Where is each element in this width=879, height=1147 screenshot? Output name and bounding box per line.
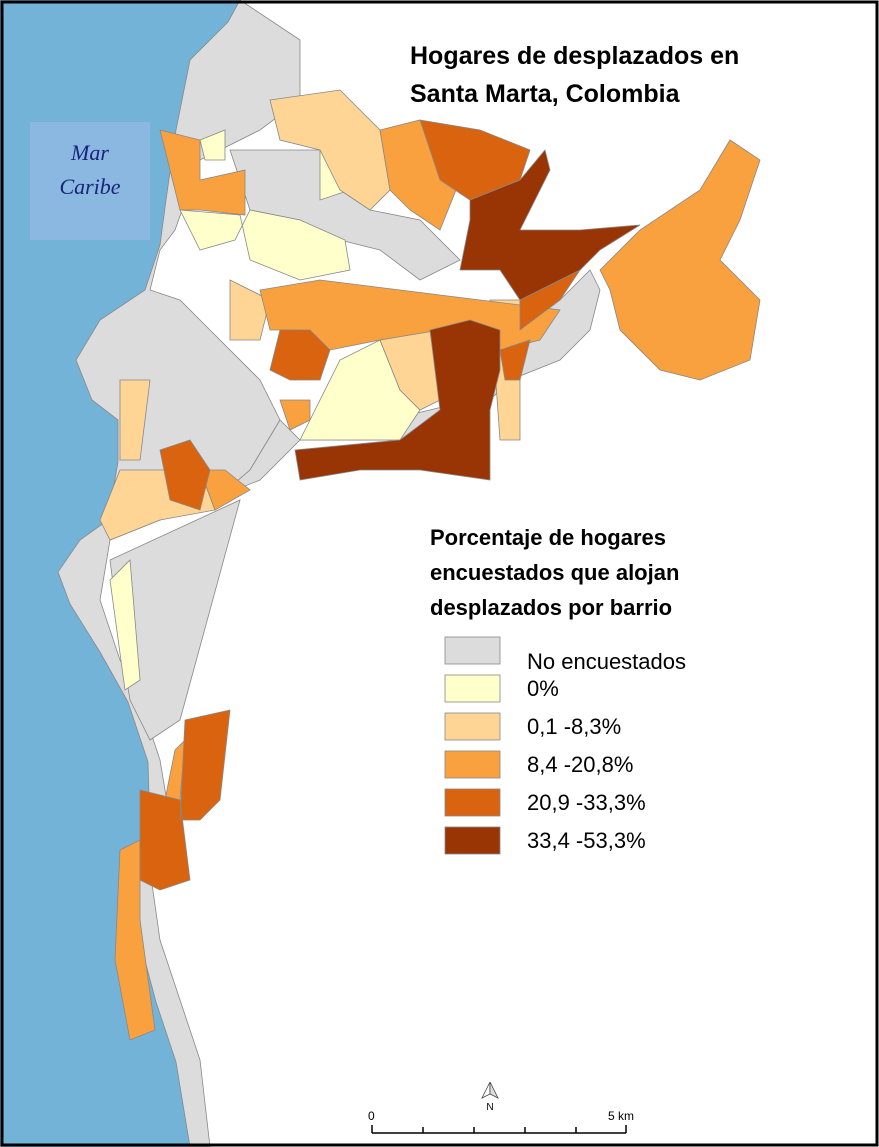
district [294,319,501,481]
district [99,279,521,541]
sea-label: Caribe [59,174,120,199]
legend-label: 0% [527,676,559,701]
legend-label: 0,1 -8,3% [527,714,621,739]
legend-title: encuestados que alojan [430,560,679,585]
sea-label: Mar [70,140,109,165]
legend-swatch [444,674,501,703]
legend-label: 33,4 -53,3% [527,828,646,853]
legend-swatch [444,712,501,741]
legend-title: desplazados por barrio [430,595,672,620]
title: Hogares de desplazados en [410,42,739,70]
districts [57,0,761,1147]
north-label: N [486,1102,493,1113]
district [459,149,641,301]
scale-bar: 0 5 km [368,1109,634,1134]
district [159,129,246,216]
district [179,209,351,281]
scale-line [371,1125,627,1134]
sea [0,0,240,1147]
legend-label: 20,9 -33,3% [527,790,646,815]
legend-label: No encuestados [527,649,686,674]
legend-swatch [444,788,501,817]
legend-swatch [444,636,501,665]
scale-label: 5 km [608,1109,634,1123]
north-arrow-shape [489,1081,499,1099]
legend-title: Porcentaje de hogares [430,525,666,550]
title: Santa Marta, Colombia [410,80,681,108]
legend-swatch [444,750,501,779]
legend-label: 8,4 -20,8% [527,752,633,777]
legend-swatch [444,826,501,855]
district [269,89,391,211]
north-arrow: N [481,1081,499,1113]
scale-label: 0 [368,1109,375,1123]
sea-label-box [30,122,150,240]
